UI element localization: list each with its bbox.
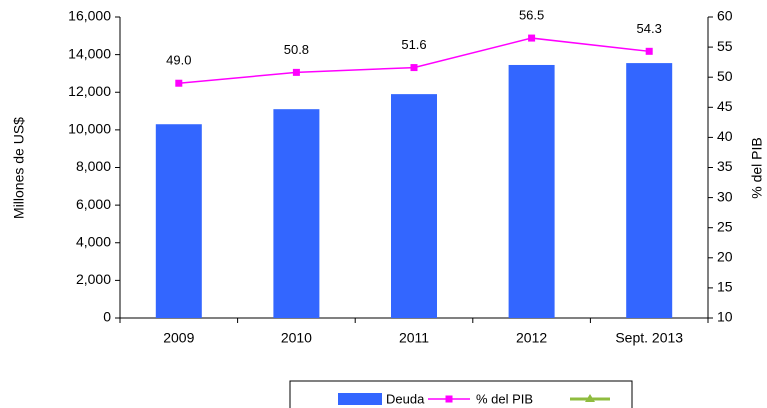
marker (645, 47, 653, 55)
legend-label: Deuda (386, 391, 425, 406)
y-tick-label: 2,000 (76, 271, 111, 287)
y2-tick-label: 45 (717, 98, 733, 114)
y2-tick-label: 50 (717, 68, 733, 84)
marker (410, 64, 418, 72)
x-tick-label: 2009 (163, 330, 194, 346)
x-tick-label: 2011 (399, 330, 429, 346)
data-label: 51.6 (401, 37, 426, 52)
y-tick-label: 16,000 (68, 8, 111, 24)
data-label: 50.8 (284, 42, 309, 57)
y2-tick-label: 10 (717, 309, 733, 325)
y-tick-label: 4,000 (76, 233, 111, 249)
y2-axis-label: % del PIB (749, 137, 765, 198)
bar (273, 109, 320, 319)
x-tick-label: 2012 (516, 330, 547, 346)
y2-tick-label: 25 (717, 218, 733, 234)
y-tick-label: 12,000 (68, 83, 111, 99)
bar (391, 94, 437, 318)
data-label: 56.5 (519, 8, 544, 23)
marker (175, 79, 183, 87)
legend-marker (445, 395, 453, 403)
x-tick-label: Sept. 2013 (615, 330, 683, 346)
y-tick-label: 6,000 (76, 196, 111, 212)
y2-tick-label: 30 (717, 188, 733, 204)
y2-tick-label: 60 (717, 8, 733, 24)
y-axis-label: Millones de US$ (11, 117, 27, 219)
bar (626, 63, 673, 319)
y2-tick-label: 35 (717, 158, 733, 174)
legend-swatch (338, 393, 382, 405)
marker (292, 68, 300, 76)
marker (528, 34, 536, 42)
y-tick-label: 0 (103, 309, 111, 325)
y2-tick-label: 55 (717, 38, 733, 54)
y2-tick-label: 20 (717, 249, 733, 265)
bar (155, 124, 202, 318)
y2-tick-label: 15 (717, 279, 733, 295)
y-tick-label: 8,000 (76, 158, 111, 174)
y-tick-label: 10,000 (68, 121, 111, 137)
y2-tick-label: 40 (717, 128, 733, 144)
data-label: 54.3 (637, 21, 662, 36)
legend-label: % del PIB (476, 391, 533, 406)
x-tick-label: 2010 (281, 330, 312, 346)
legend-symbol (585, 394, 595, 402)
bar (508, 64, 555, 318)
y-tick-label: 14,000 (68, 45, 111, 61)
data-label: 49.0 (166, 53, 191, 68)
